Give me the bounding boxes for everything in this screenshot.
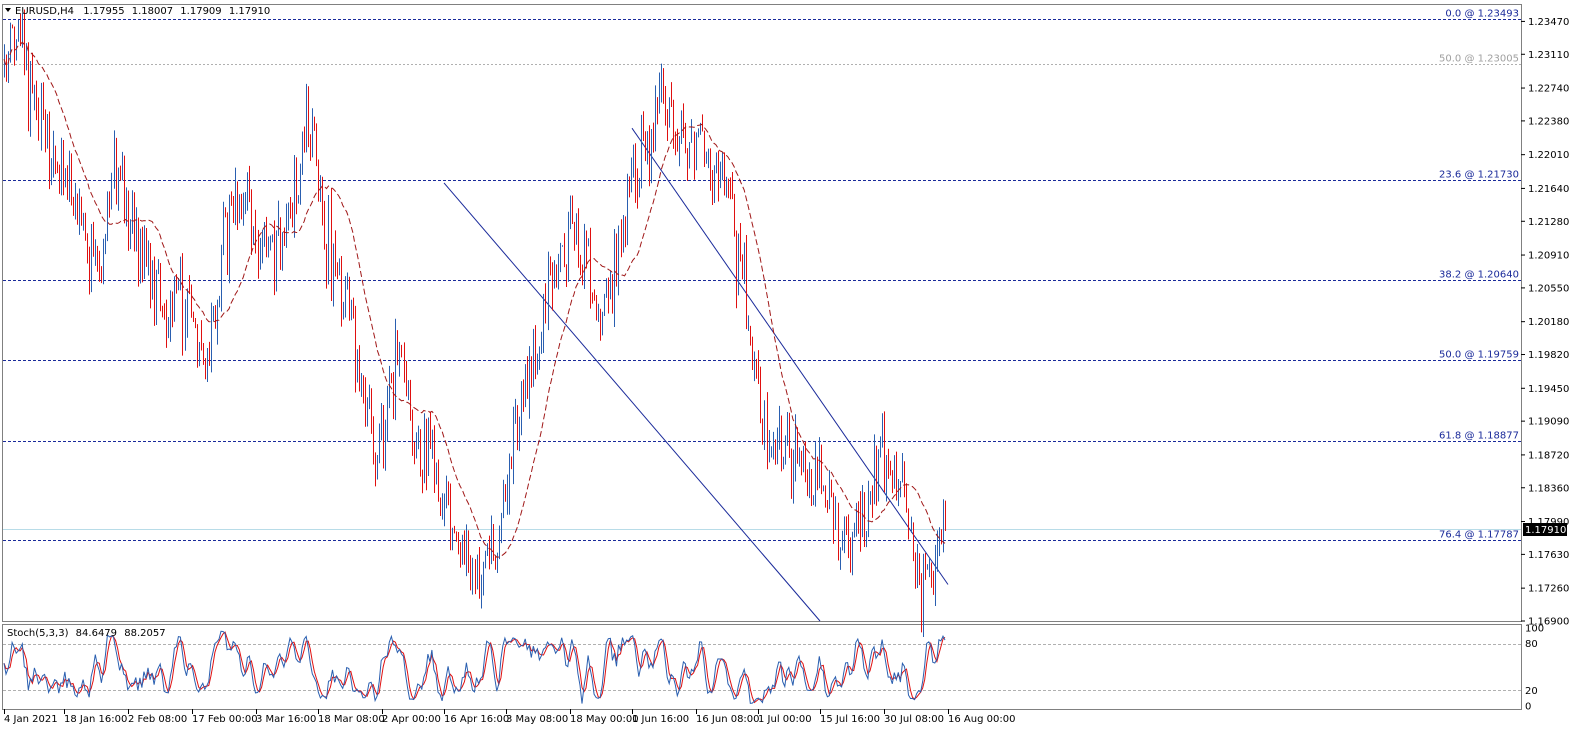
price-tick-label-16: 1.17630 <box>1528 550 1569 561</box>
price-tick-label-7: 1.20910 <box>1528 251 1569 262</box>
price-tick-label-12: 1.19090 <box>1528 417 1569 428</box>
time-tick-label-8: 3 May 08:00 <box>506 714 568 725</box>
time-tick-label-5: 18 Mar 08:00 <box>318 714 385 725</box>
price-tick-label-15: 1.17990 <box>1528 517 1569 528</box>
fibonacci-labels: 0.0 @ 1.23493 50.0 @ 1.23005 23.6 @ 1.2173… <box>1439 9 1519 541</box>
stochastic-main-value: 84.6479 <box>76 628 117 639</box>
price-tick-label-1: 1.23110 <box>1528 50 1569 61</box>
price-tick-label-4: 1.22010 <box>1528 150 1569 161</box>
stochastic-header: Stoch(5,3,3) 84.6479 88.2057 <box>7 628 166 639</box>
fib-label-2: 23.6 @ 1.21730 <box>1439 170 1519 181</box>
main-plot-frame <box>2 4 1522 622</box>
price-tick-label-18: 1.16900 <box>1528 617 1569 628</box>
price-tick-label-0: 1.23470 <box>1528 17 1569 28</box>
price-tick-label-3: 1.22380 <box>1528 116 1569 127</box>
channel-lower-line <box>443 182 821 622</box>
fib-label-5: 61.8 @ 1.18877 <box>1439 431 1519 442</box>
time-tick-label-7: 16 Apr 16:00 <box>444 714 509 725</box>
time-axis: 4 Jan 2021 18 Jan 16:00 2 Feb 08:00 17 Feb … <box>4 709 1015 725</box>
time-tick-label-15: 16 Aug 00:00 <box>948 714 1015 725</box>
price-tick-label-11: 1.19450 <box>1528 384 1569 395</box>
indicator-plot-frame <box>2 624 1522 710</box>
time-tick-label-13: 15 Jul 16:00 <box>820 714 880 725</box>
chevron-down-icon[interactable] <box>5 8 11 12</box>
fib-label-0: 0.0 @ 1.23493 <box>1445 9 1519 20</box>
time-tick-label-11: 16 Jun 08:00 <box>696 714 760 725</box>
stochastic-name: Stoch(5,3,3) <box>7 628 69 639</box>
stochastic-main-line <box>3 630 946 704</box>
moving-average-line <box>3 41 946 558</box>
price-tick-label-13: 1.18720 <box>1528 450 1569 461</box>
time-tick-label-3: 17 Feb 00:00 <box>192 714 258 725</box>
price-tick-label-2: 1.22740 <box>1528 84 1569 95</box>
price-tick-label-14: 1.18360 <box>1528 483 1569 494</box>
candlestick-series <box>4 9 946 637</box>
svg-text:EURUSD,H4 1.17955: EURUSD,H4 1.17955 1.18007 1.17909 1.1791… <box>15 6 270 17</box>
channel-lines <box>443 127 949 622</box>
time-tick-label-4: 3 Mar 16:00 <box>256 714 316 725</box>
stochastic-axis: 100 80 20 0 <box>1525 624 1544 713</box>
stoch-tick-label-3: 0 <box>1525 702 1531 713</box>
time-tick-label-1: 18 Jan 16:00 <box>64 714 127 725</box>
price-tick-label-17: 1.17260 <box>1528 584 1569 595</box>
stochastic-signal-value: 88.2057 <box>124 628 165 639</box>
time-tick-label-0: 4 Jan 2021 <box>4 714 58 725</box>
price-tick-label-6: 1.21280 <box>1528 217 1569 228</box>
fib-label-1: 50.0 @ 1.23005 <box>1439 54 1519 65</box>
channel-upper-line <box>631 127 949 585</box>
price-tick-label-8: 1.20550 <box>1528 283 1569 294</box>
price-tick-label-10: 1.19820 <box>1528 350 1569 361</box>
stoch-tick-label-0: 100 <box>1525 624 1544 635</box>
open-value: 1.17955 <box>83 6 124 17</box>
fib-label-3: 38.2 @ 1.20640 <box>1439 270 1519 281</box>
current-price-tag: 1.17910 <box>1523 523 1567 536</box>
stochastic-levels <box>3 644 1521 691</box>
stoch-tick-label-1: 80 <box>1525 639 1538 650</box>
chart-header: EURUSD,H4 1.17955 1.18007 1.17909 1.1791… <box>5 6 270 17</box>
close-value: 1.17910 <box>229 6 270 17</box>
time-tick-label-14: 30 Jul 08:00 <box>884 714 944 725</box>
price-axis: 1.23470 1.23110 1.22740 1.22380 1.22010 1.216… <box>1521 17 1569 628</box>
fib-label-6: 76.4 @ 1.17787 <box>1439 530 1519 541</box>
time-tick-label-2: 2 Feb 08:00 <box>128 714 187 725</box>
symbol-label: EURUSD,H4 <box>15 6 74 17</box>
current-price-label: 1.17910 <box>1525 525 1566 536</box>
fibonacci-levels <box>3 19 1521 541</box>
price-tick-label-5: 1.21640 <box>1528 184 1569 195</box>
time-tick-label-12: 1 Jul 00:00 <box>758 714 812 725</box>
time-tick-label-9: 18 May 00:00 <box>570 714 639 725</box>
time-tick-label-6: 2 Apr 00:00 <box>382 714 441 725</box>
price-tick-label-9: 1.20180 <box>1528 317 1569 328</box>
low-value: 1.17909 <box>180 6 221 17</box>
high-value: 1.18007 <box>132 6 173 17</box>
fib-label-4: 50.0 @ 1.19759 <box>1439 350 1519 361</box>
stoch-tick-label-2: 20 <box>1525 686 1538 697</box>
time-tick-label-10: 1 Jun 16:00 <box>632 714 689 725</box>
